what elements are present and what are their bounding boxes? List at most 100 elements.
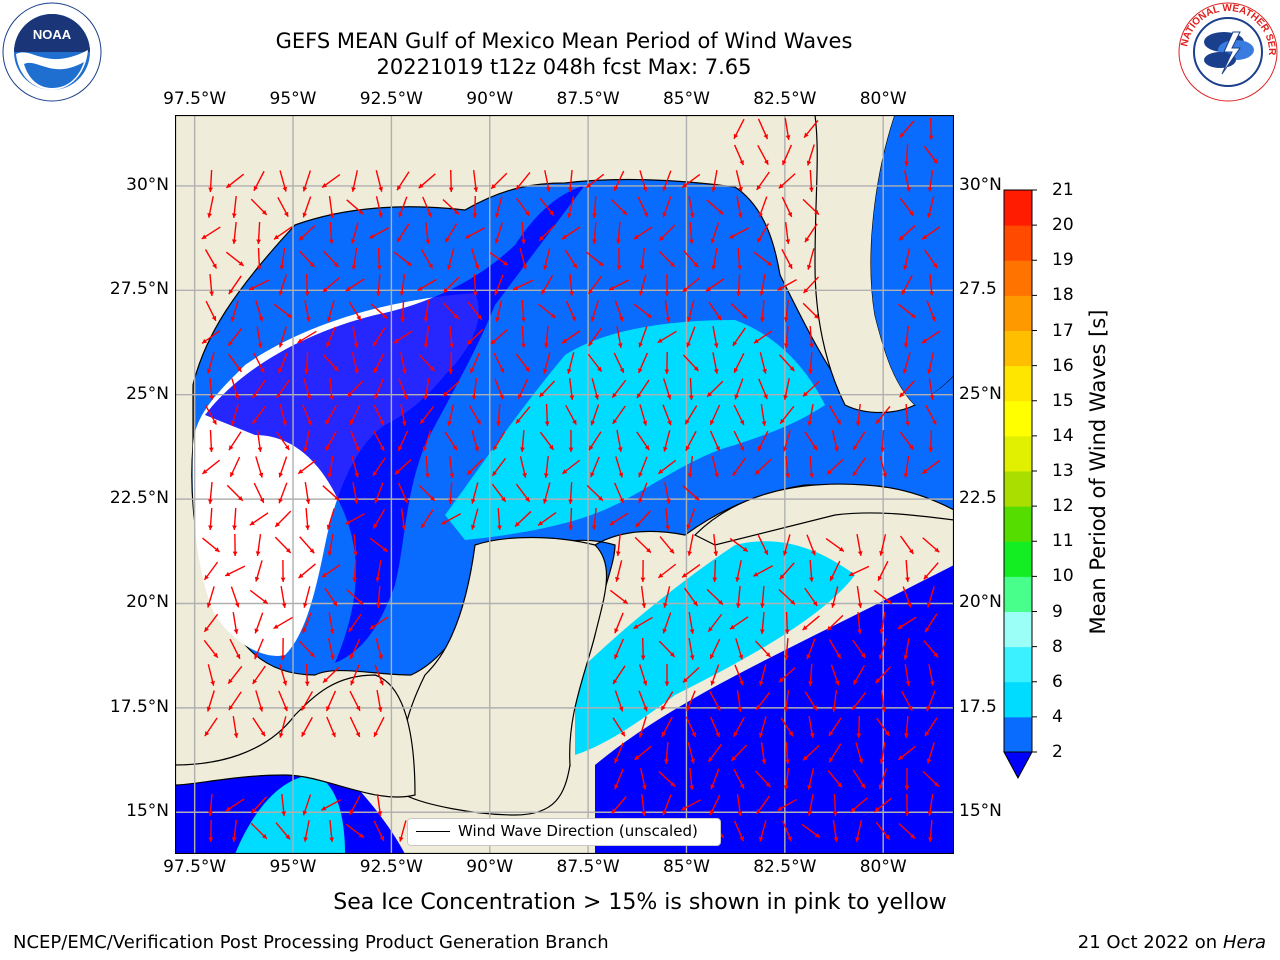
wind-arrow — [349, 690, 361, 712]
wind-arrow — [855, 742, 864, 764]
colorbar — [1003, 189, 1037, 780]
wind-arrow — [664, 351, 670, 375]
wind-arrow — [825, 537, 845, 553]
wind-arrow — [467, 301, 483, 321]
gridlines — [175, 115, 954, 854]
wind-arrow — [879, 742, 886, 764]
wind-arrow — [804, 691, 818, 711]
wind-arrow — [397, 430, 409, 452]
wind-arrow — [923, 562, 939, 580]
wind-arrow — [327, 456, 334, 478]
wind-arrow — [755, 770, 771, 788]
wind-arrow — [349, 716, 361, 738]
wind-arrow — [905, 559, 910, 583]
wind-arrow — [661, 716, 673, 738]
wind-arrow — [904, 143, 910, 167]
map-frame — [175, 115, 954, 854]
wind-arrow — [707, 743, 723, 763]
wind-arrow — [614, 768, 624, 790]
wind-arrow — [232, 507, 237, 531]
wind-arrow — [615, 533, 621, 557]
wind-arrow — [636, 379, 650, 399]
wind-arrow — [614, 300, 624, 322]
wind-arrow — [323, 354, 339, 372]
wind-arrow — [398, 196, 408, 218]
wind-arrow — [879, 534, 887, 556]
wind-arrow — [542, 482, 551, 504]
wind-arrow — [611, 796, 627, 814]
wind-arrow — [251, 405, 267, 425]
wind-arrow — [780, 717, 794, 737]
wind-arrow — [760, 742, 767, 764]
wind-arrow — [568, 377, 575, 401]
wind-arrow — [565, 405, 577, 425]
wind-arrow — [633, 616, 653, 630]
wind-arrow — [709, 690, 721, 712]
wind-arrow — [277, 196, 289, 218]
wind-arrow — [300, 691, 314, 711]
wind-arrow — [491, 457, 507, 477]
wind-arrow — [848, 565, 870, 577]
wind-arrow — [876, 717, 890, 737]
wind-arrow — [256, 247, 262, 271]
wind-arrow — [328, 612, 335, 634]
lat-tick-right: 30°N — [959, 174, 1002, 195]
wind-arrow — [612, 665, 626, 685]
wind-arrow — [375, 638, 383, 660]
wind-arrow — [755, 691, 771, 711]
wind-arrow — [396, 223, 410, 243]
wind-arrow — [688, 638, 695, 660]
wind-arrow — [206, 352, 215, 374]
wind-arrow — [280, 586, 287, 608]
wind-arrow — [779, 562, 795, 580]
wind-arrow — [472, 195, 478, 219]
wind-arrow — [521, 221, 526, 245]
wind-arrow — [757, 144, 769, 166]
wind-arrow — [517, 378, 529, 400]
wind-arrow — [326, 716, 336, 738]
wind-arrow — [227, 327, 243, 347]
wind-arrow — [208, 169, 214, 193]
wind-arrow — [225, 798, 245, 812]
wind-arrow — [205, 405, 217, 425]
map-plot — [175, 115, 954, 854]
wind-arrow — [637, 352, 649, 374]
wind-arrow — [250, 822, 268, 840]
footer-right: 21 Oct 2022 on Hera — [1078, 932, 1266, 953]
wind-arrow — [304, 351, 309, 375]
wind-arrow — [253, 170, 265, 192]
colorbar-segment — [1004, 435, 1032, 472]
wind-arrow — [201, 226, 221, 240]
wind-arrow — [755, 795, 771, 815]
wind-arrow — [809, 455, 814, 479]
wind-arrow — [348, 301, 362, 321]
wind-arrow — [201, 330, 221, 344]
footer-date: 21 Oct 2022 on — [1077, 932, 1223, 953]
caption: Sea Ice Concentration > 15% is shown in … — [333, 890, 947, 915]
wind-arrow — [519, 248, 528, 270]
colorbar-label: 17 — [1052, 320, 1074, 341]
wind-arrow — [734, 378, 744, 400]
wind-arrow — [638, 690, 648, 712]
wind-arrow — [278, 716, 287, 738]
wind-arrow — [203, 639, 219, 659]
wind-arrow — [273, 226, 293, 240]
wind-arrow — [828, 717, 842, 737]
lon-tick-bottom: 80°W — [859, 857, 907, 877]
wind-arrow — [279, 404, 287, 426]
wind-arrow — [568, 481, 573, 505]
wind-arrow — [423, 300, 430, 322]
wind-arrow — [230, 300, 239, 322]
wind-arrow — [615, 560, 623, 582]
wind-arrow — [926, 300, 936, 322]
wind-arrow — [634, 536, 652, 554]
wind-arrow — [901, 690, 913, 712]
wind-arrow — [302, 170, 312, 192]
wind-arrow — [803, 119, 819, 139]
wind-arrow — [279, 248, 286, 270]
wind-arrow — [227, 353, 243, 373]
wind-arrow — [639, 664, 648, 686]
wind-arrow — [229, 638, 241, 660]
wind-arrow — [206, 690, 215, 712]
wind-arrow — [733, 118, 745, 140]
